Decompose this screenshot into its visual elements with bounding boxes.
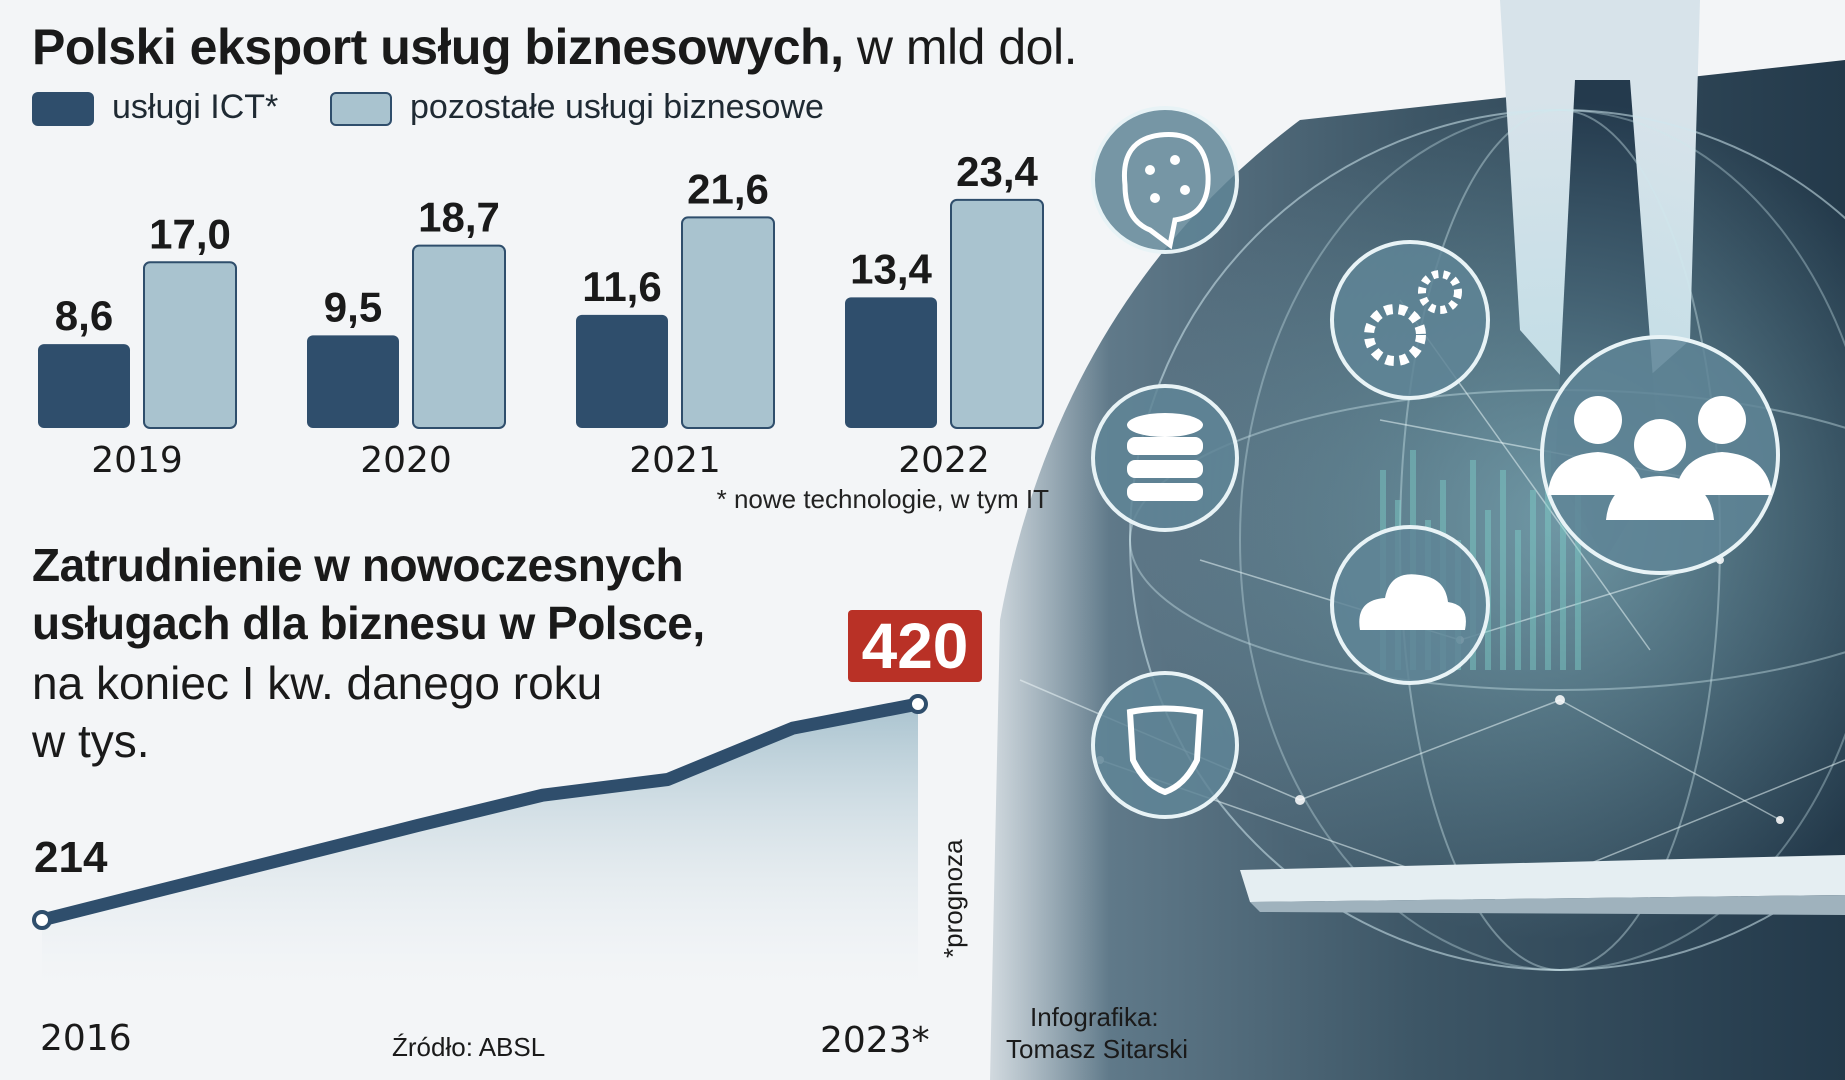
employment-area-chart: 214 2016 2023* [32,694,930,1061]
start-value-label: 214 [34,833,108,882]
year-label-2019: 2019 [91,440,183,480]
credit-line2: Tomasz Sitarski [1006,1034,1189,1064]
bar-other-2022 [950,198,1044,429]
brain-icon [1091,106,1239,254]
start-point-marker [32,910,52,930]
shield-icon [1091,671,1239,819]
bar-ict-2019 [38,344,130,428]
bar-other-2019 [143,261,237,429]
bar-ict-2020 [307,335,399,428]
bar-label-other-2019: 17,0 [149,210,231,257]
year-label-2022: 2022 [898,440,990,480]
year-label-2020: 2020 [360,440,452,480]
legend-swatch-ict [32,92,94,126]
end-value-badge: 420 [848,610,982,682]
bar-other-2020 [412,244,506,429]
end-point-marker [908,694,928,715]
bar-other-2021 [681,216,775,429]
bar-label-ict-2019: 8,6 [55,292,113,339]
database-icon [1091,384,1239,532]
gears-icon [1330,240,1490,400]
export-title-unit: w mld dol. [856,19,1078,75]
x-start-label: 2016 [40,1018,132,1059]
bar-label-ict-2021: 11,6 [582,263,661,310]
source-label: Źródło: ABSL [392,1032,546,1062]
bar-ict-2021 [576,314,668,428]
employment-title-line2: usługach dla biznesu w Polsce, [32,597,705,649]
export-title-main: Polski eksport usług biznesowych, [32,19,844,75]
employment-title-line1: Zatrudnienie w nowoczesnych [32,539,684,591]
bar-ict-2022 [845,297,937,428]
employment-area-fill [42,704,918,985]
prognosis-note: *prognoza [938,839,968,958]
people-icon [1540,335,1780,575]
legend-label-other: pozostałe usługi biznesowe [410,88,824,126]
employment-subtitle-line1: na koniec I kw. danego roku [32,657,603,709]
cloud-icon [1330,525,1490,685]
legend-label-ict: usługi ICT* [112,88,279,126]
employment-line [35,697,925,927]
credit-line1: Infografika: [1030,1002,1159,1032]
bar-label-ict-2022: 13,4 [850,245,932,292]
export-chart-title: Polski eksport usług biznesowych, w mld … [32,18,1077,76]
bar-label-other-2022: 23,4 [956,148,1038,195]
legend-swatch-other [330,92,392,126]
export-bar-chart: 8,6 17,0 2019 9,5 18,7 2020 11,6 21,6 2021 13,4 23… [38,148,1044,480]
footnote-ict: * nowe technologie, w tym IT [716,484,1049,514]
x-end-label: 2023* [820,1020,930,1061]
bar-label-other-2020: 18,7 [418,194,500,241]
employment-subtitle-line2: w tys. [32,715,150,767]
bar-label-ict-2020: 9,5 [324,283,382,330]
bar-label-other-2021: 21,6 [687,165,769,212]
year-label-2021: 2021 [629,440,721,480]
